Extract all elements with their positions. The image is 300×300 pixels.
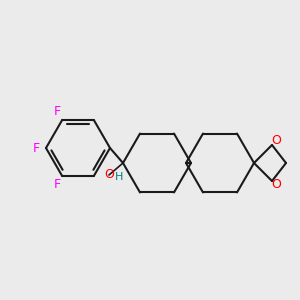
Text: F: F — [53, 178, 61, 191]
Text: F: F — [32, 142, 40, 154]
Text: F: F — [53, 105, 61, 118]
Text: O: O — [104, 169, 114, 182]
Text: O: O — [271, 134, 281, 148]
Text: O: O — [271, 178, 281, 191]
Text: H: H — [115, 172, 123, 182]
